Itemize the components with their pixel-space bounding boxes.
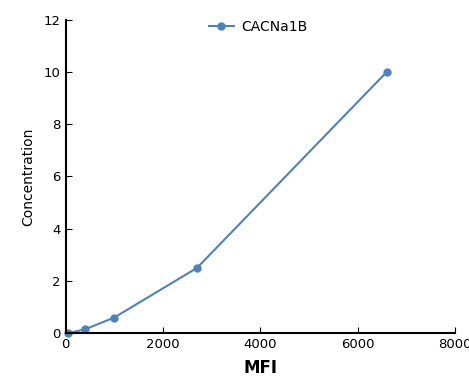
Y-axis label: Concentration: Concentration bbox=[22, 127, 36, 225]
Legend: CACNa1B: CACNa1B bbox=[209, 20, 307, 34]
Line: CACNa1B: CACNa1B bbox=[65, 68, 390, 337]
CACNa1B bbox=[384, 69, 390, 74]
X-axis label: MFI: MFI bbox=[243, 359, 277, 377]
CACNa1B bbox=[112, 315, 117, 320]
CACNa1B bbox=[194, 265, 200, 270]
CACNa1B bbox=[65, 331, 71, 336]
CACNa1B bbox=[82, 327, 88, 332]
